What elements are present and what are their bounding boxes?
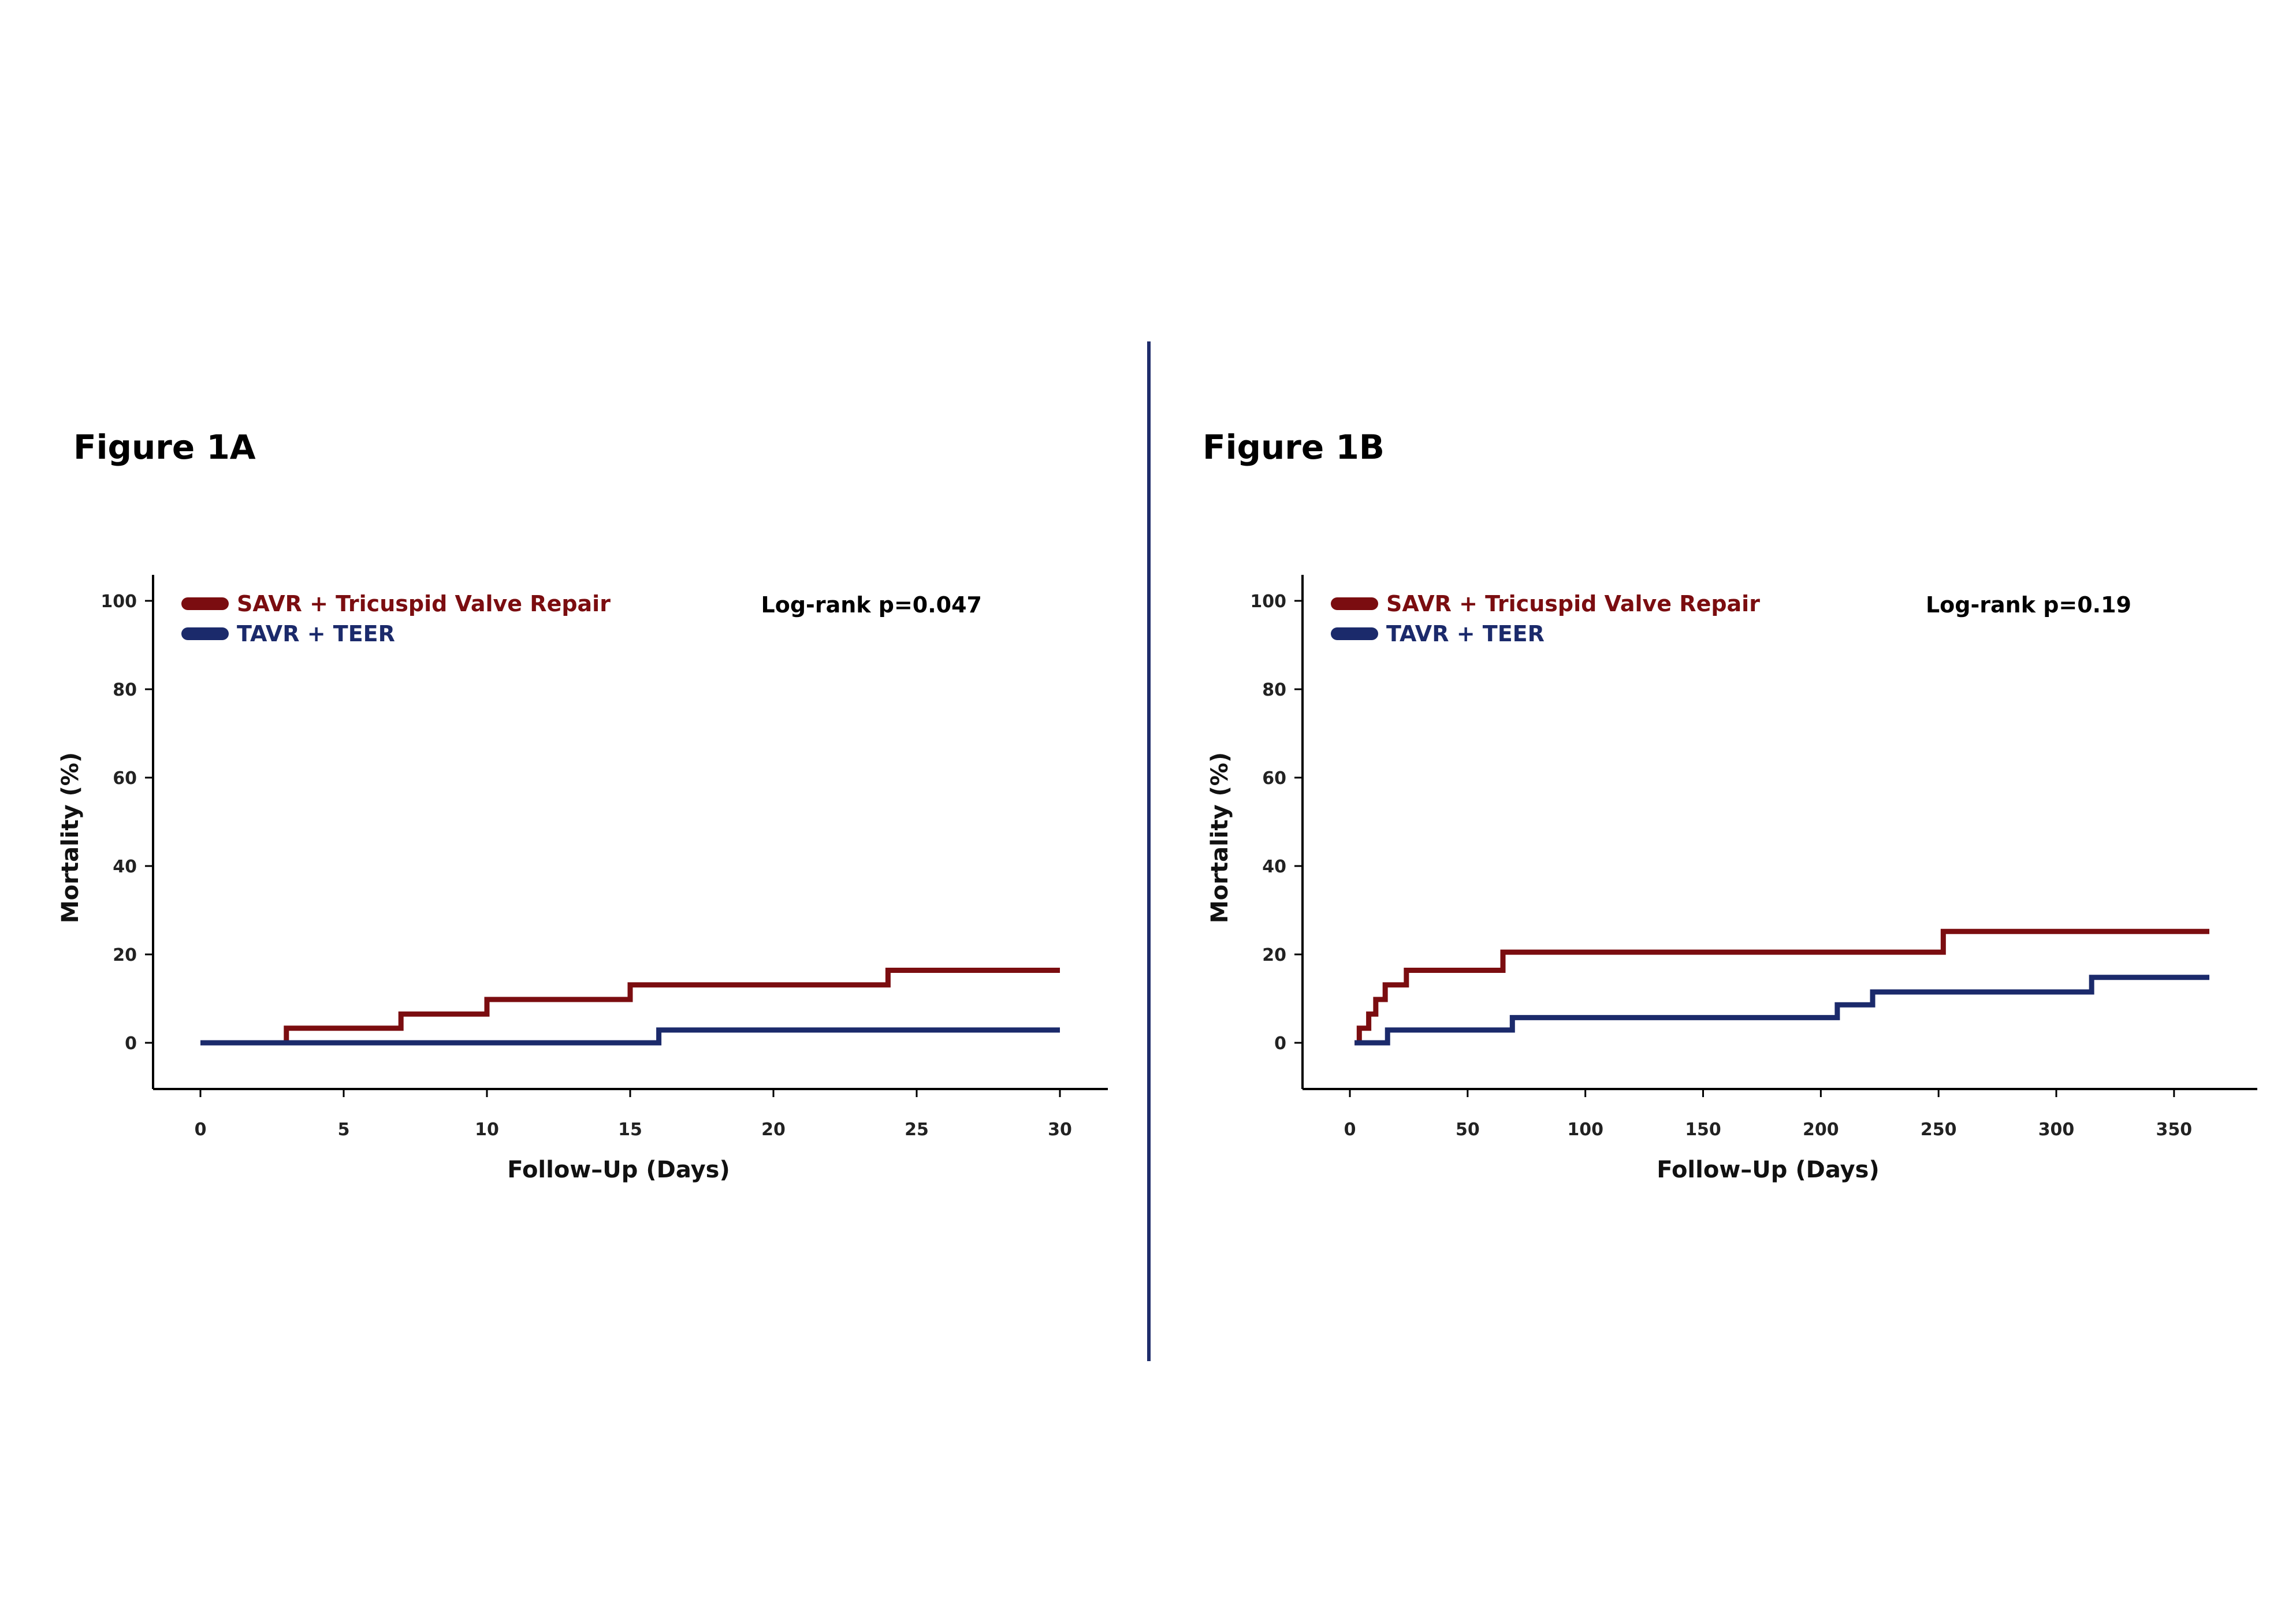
legend-label: TAVR + TEER — [1386, 621, 1545, 646]
x-tick-label: 250 — [1921, 1120, 1957, 1140]
log-rank-annotation: Log-rank p=0.047 — [761, 592, 982, 618]
x-tick-label: 50 — [1456, 1120, 1480, 1140]
figure-1a-title: Figure 1A — [73, 428, 256, 467]
x-axis-title: Follow–Up (Days) — [1657, 1157, 1880, 1183]
log-rank-annotation: Log-rank p=0.19 — [1926, 592, 2131, 618]
x-tick-label: 350 — [2156, 1120, 2193, 1140]
legend-label: SAVR + Tricuspid Valve Repair — [237, 591, 611, 616]
x-tick-label: 30 — [1048, 1120, 1072, 1140]
y-tick-label: 60 — [1262, 768, 1286, 789]
panel-divider — [1147, 341, 1151, 1361]
y-tick-label: 40 — [1262, 857, 1286, 877]
x-tick-label: 0 — [1344, 1120, 1356, 1140]
y-tick-label: 80 — [1262, 680, 1286, 700]
x-tick-label: 0 — [195, 1120, 207, 1140]
x-tick-label: 15 — [618, 1120, 642, 1140]
y-tick-label: 20 — [113, 945, 137, 965]
figure-1b-title: Figure 1B — [1203, 428, 1385, 467]
chart-figure-1a: 0 20 40 60 80 100 0 5 10 15 20 25 30 Follow–Up (Days)… — [35, 566, 1108, 1213]
y-tick-label: 100 — [101, 592, 137, 612]
y-tick-label: 60 — [113, 768, 137, 789]
legend-label: SAVR + Tricuspid Valve Repair — [1386, 591, 1760, 616]
series-line-tavr — [1354, 975, 2209, 1046]
y-tick-label: 20 — [1262, 945, 1286, 965]
x-tick-label: 200 — [1803, 1120, 1839, 1140]
y-tick-label: 40 — [113, 857, 137, 877]
x-tick-label: 5 — [338, 1120, 350, 1140]
y-axis-title: Mortality (%) — [57, 752, 84, 923]
x-tick-label: 10 — [475, 1120, 499, 1140]
x-tick-label: 150 — [1685, 1120, 1721, 1140]
y-tick-label: 100 — [1250, 592, 1286, 612]
y-tick-label: 80 — [113, 680, 137, 700]
series-line-savr — [200, 968, 1060, 1046]
series-line-tavr — [200, 1027, 1060, 1046]
y-tick-label: 0 — [125, 1034, 137, 1054]
x-tick-label: 300 — [2038, 1120, 2075, 1140]
x-tick-label: 100 — [1567, 1120, 1603, 1140]
legend-label: TAVR + TEER — [237, 621, 395, 646]
chart-figure-1b: 0 20 40 60 80 100 0 50 100 150 200 250 300 350 Follow–… — [1184, 566, 2257, 1213]
y-axis-title: Mortality (%) — [1207, 752, 1233, 923]
chart-svg: 0 20 40 60 80 100 0 5 10 15 20 25 30 Follow–Up (Days)… — [57, 575, 1108, 1183]
chart-svg: 0 20 40 60 80 100 0 50 100 150 200 250 300 350 Follow–… — [1207, 575, 2257, 1183]
y-tick-label: 0 — [1274, 1034, 1286, 1054]
x-tick-label: 20 — [761, 1120, 786, 1140]
series-line-savr — [1354, 928, 2209, 1046]
x-tick-label: 25 — [905, 1120, 929, 1140]
x-axis-title: Follow–Up (Days) — [507, 1157, 730, 1183]
